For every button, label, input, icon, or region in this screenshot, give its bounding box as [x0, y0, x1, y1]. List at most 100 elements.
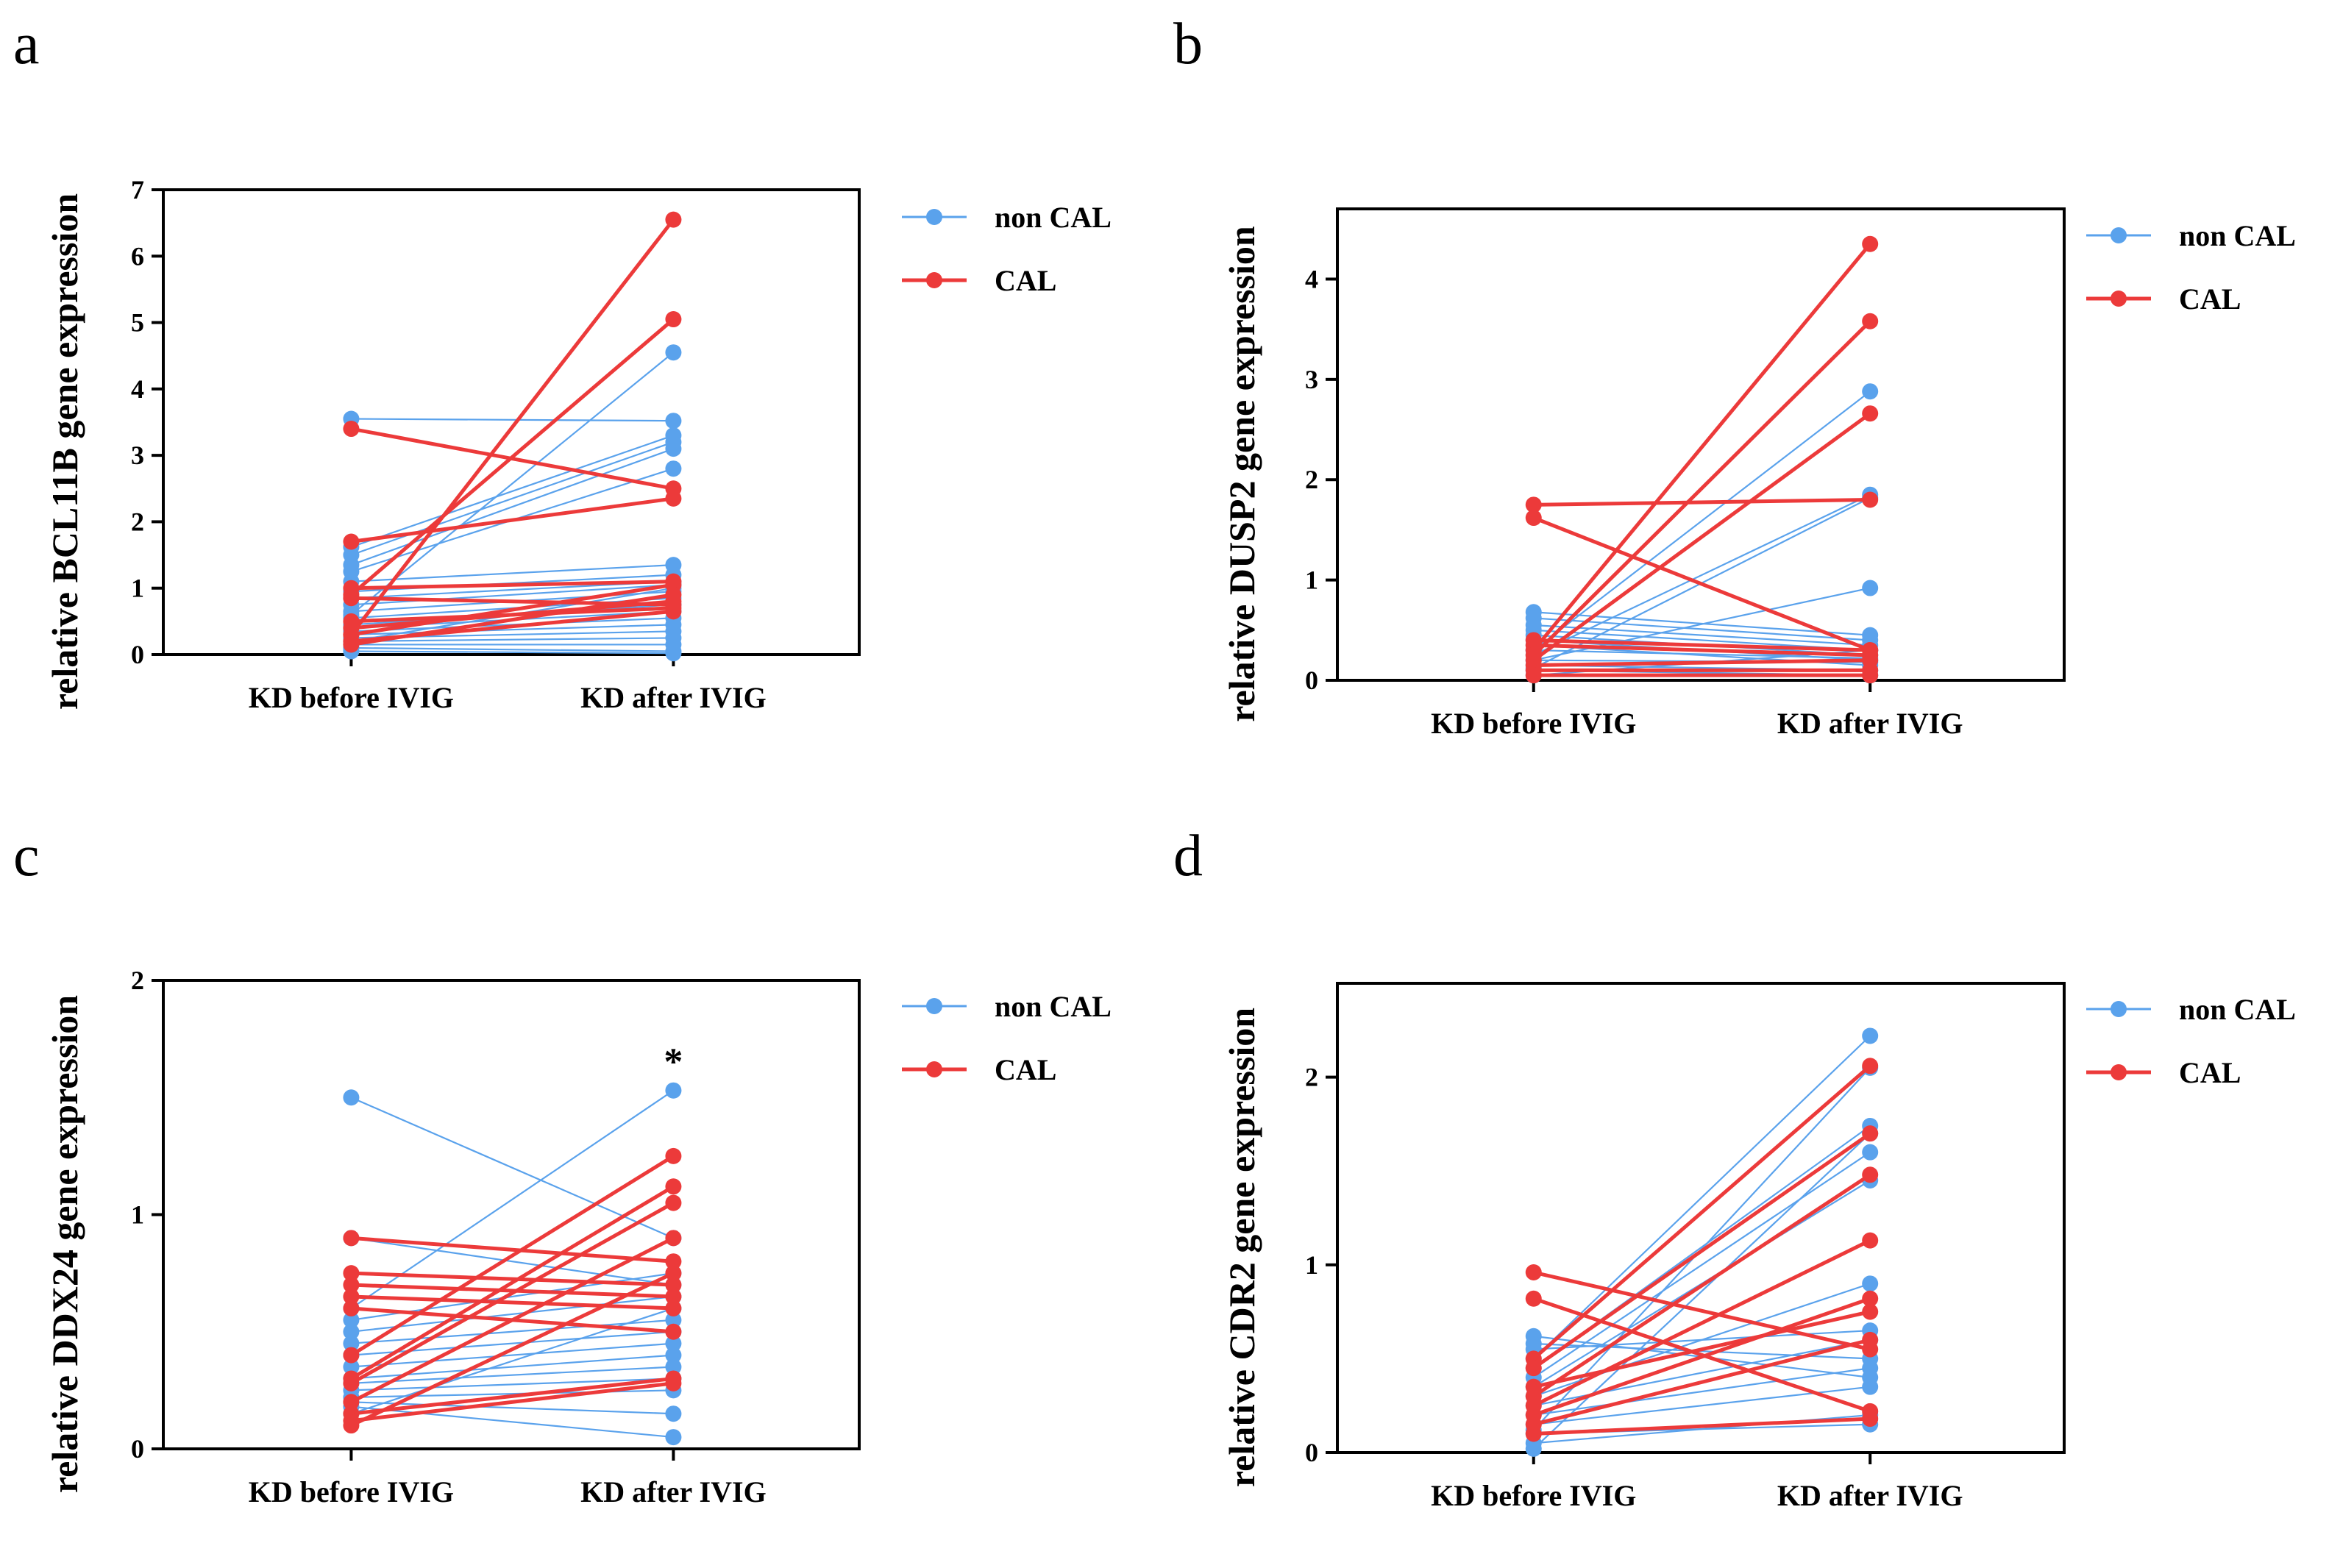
point-before — [1525, 1360, 1542, 1377]
plot-frame — [1336, 207, 2066, 682]
legend-marker — [926, 1061, 942, 1077]
x-category-label: KD after IVIG — [1777, 707, 1963, 740]
point-after — [1862, 1144, 1879, 1161]
paired-line — [1533, 638, 1871, 652]
series-non-cal — [1525, 383, 1879, 684]
legend-marker — [2111, 1001, 2127, 1017]
point-after — [665, 413, 682, 430]
paired-line — [1533, 1416, 1871, 1436]
legend: non CAL CAL — [2086, 993, 2296, 1089]
legend: non CAL CAL — [902, 201, 1112, 297]
point-after — [665, 1147, 682, 1164]
point-before — [1525, 1440, 1542, 1457]
legend-label: non CAL — [2179, 993, 2296, 1026]
y-tick-label: 2 — [1305, 1063, 1318, 1092]
point-after — [665, 603, 682, 620]
legend-label: CAL — [995, 1053, 1056, 1086]
y-tick-label: 2 — [1305, 465, 1318, 494]
paired-line — [1532, 516, 1871, 652]
paired-line — [351, 1366, 674, 1384]
point-after — [665, 1194, 682, 1211]
paired-line — [351, 650, 674, 655]
point-before — [343, 1394, 360, 1411]
paired-line — [1533, 391, 1871, 651]
series-non-cal — [1525, 1027, 1879, 1457]
point-before — [343, 1417, 360, 1434]
point-after — [1862, 1027, 1879, 1044]
y-tick-label: 4 — [1305, 264, 1318, 293]
point-before — [343, 1265, 360, 1282]
legend-marker — [926, 998, 942, 1014]
point-after — [665, 1082, 682, 1099]
paired-line — [1532, 1297, 1871, 1417]
paired-line — [1533, 617, 1871, 641]
point-before — [343, 1375, 360, 1391]
paired-line — [351, 646, 674, 652]
y-tick-label: 1 — [131, 574, 144, 603]
y-tick-label: 2 — [131, 966, 144, 995]
paired-line — [350, 1097, 674, 1239]
paired-line — [351, 582, 674, 637]
paired-line — [1533, 1270, 1871, 1352]
x-category-label: KD before IVIG — [1431, 1479, 1636, 1512]
paired-line — [351, 448, 674, 566]
point-before — [1525, 632, 1542, 649]
point-after — [665, 1311, 682, 1328]
y-tick-label: 4 — [131, 374, 144, 404]
point-before — [343, 1323, 360, 1340]
point-before — [1525, 667, 1542, 684]
x-category-label: KD after IVIG — [580, 681, 767, 714]
paired-line — [351, 593, 674, 646]
y-tick-label: 0 — [131, 640, 144, 669]
paired-line — [1533, 658, 1871, 668]
paired-line — [1532, 1035, 1871, 1360]
plot-frame — [1336, 982, 2066, 1454]
y-tick-label: 7 — [131, 175, 144, 204]
point-after — [1862, 1058, 1879, 1075]
point-after — [665, 1265, 682, 1282]
legend-marker — [2111, 1064, 2127, 1080]
point-before — [343, 1277, 360, 1294]
legend-marker — [926, 209, 942, 225]
point-after — [1862, 667, 1879, 684]
point-before — [1525, 496, 1542, 513]
x-category-label: KD after IVIG — [580, 1475, 767, 1508]
paired-line — [350, 1154, 675, 1357]
series-cal — [1525, 1058, 1879, 1442]
y-tick-label: 0 — [1305, 1438, 1318, 1467]
paired-line — [1532, 412, 1871, 662]
point-after — [665, 1358, 682, 1375]
point-after — [1862, 1303, 1879, 1320]
point-after — [1862, 580, 1879, 596]
point-after — [665, 1178, 682, 1195]
y-axis-title: relative CDR2 gene expression — [1221, 1008, 1262, 1487]
y-tick-label: 1 — [1305, 566, 1318, 595]
paired-line — [351, 1294, 674, 1311]
legend-label: non CAL — [995, 990, 1112, 1023]
paired-line — [351, 580, 674, 591]
point-before — [343, 421, 360, 438]
paired-line — [1533, 1367, 1871, 1416]
point-before — [343, 590, 360, 607]
y-axis-title: relative DUSP2 gene expression — [1221, 226, 1262, 722]
y-tick-label: 0 — [131, 1434, 144, 1464]
paired-line — [351, 418, 674, 422]
point-after — [1862, 1275, 1879, 1292]
paired-line — [351, 637, 674, 643]
x-category-label: KD before IVIG — [249, 681, 454, 714]
y-axis-title: relative BCL11B gene expression — [44, 193, 85, 710]
point-after — [1862, 1378, 1879, 1395]
paired-line — [350, 1271, 675, 1428]
panel-c: c 0 1 2 KD before IVIG KD after IVIG relative … — [13, 824, 1112, 1508]
paired-line — [351, 435, 674, 548]
y-tick-label: 1 — [1305, 1250, 1318, 1280]
paired-line — [351, 1378, 674, 1391]
point-before — [343, 533, 360, 550]
point-after — [1862, 1232, 1879, 1249]
point-after — [1862, 1166, 1879, 1183]
paired-line — [1532, 1064, 1871, 1361]
point-after — [1862, 491, 1879, 508]
paired-line — [351, 1401, 674, 1415]
point-before — [1525, 1264, 1542, 1281]
panel-letter: d — [1173, 824, 1203, 888]
